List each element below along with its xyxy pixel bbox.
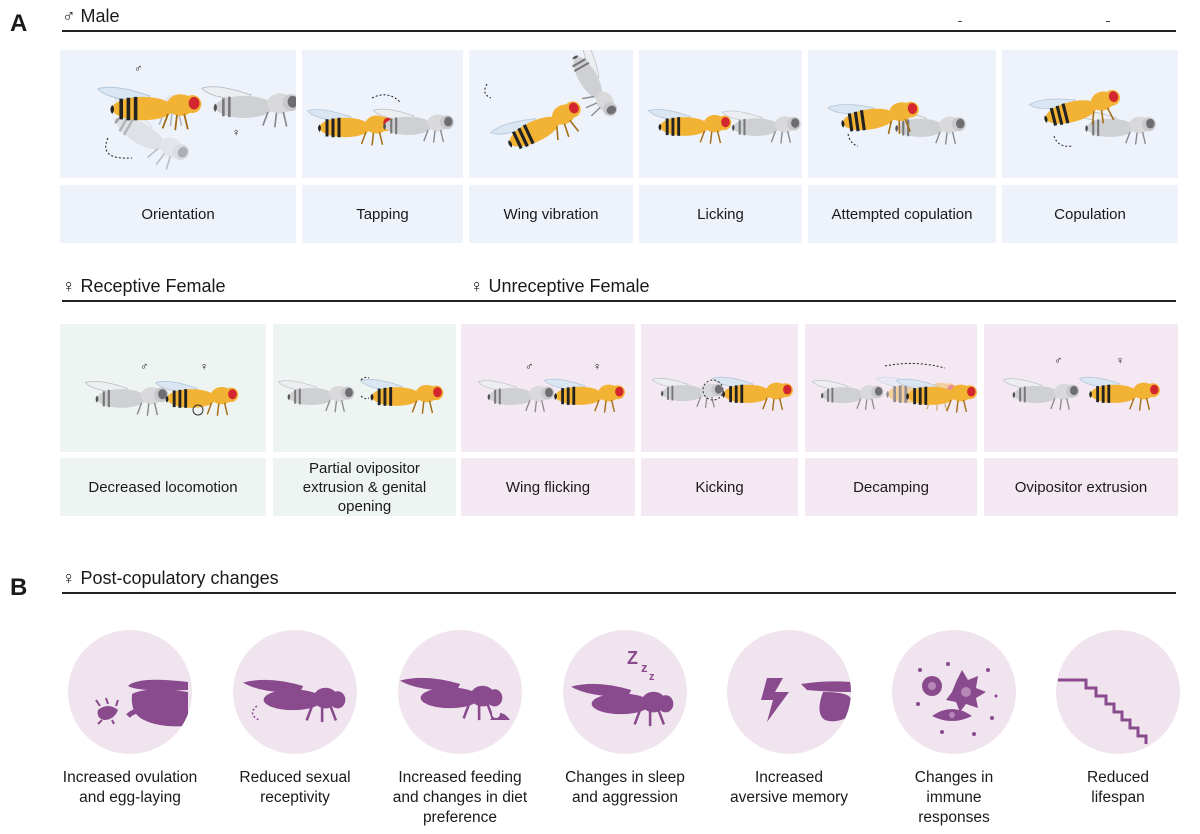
- receptive-female-heading: ♀ Receptive Female: [62, 276, 226, 296]
- svg-text:Z: Z: [627, 648, 638, 668]
- change-label-immune: Changes in immune responses: [914, 769, 994, 826]
- post-copulatory-heading-rule: [62, 592, 1176, 594]
- male-symbol: ♂: [525, 361, 533, 373]
- svg-text:z: z: [649, 671, 655, 683]
- female-symbol: ♀: [200, 361, 208, 373]
- change-label-ovulation: Increased ovulation and egg-laying: [62, 769, 198, 806]
- tapping-illustration: [302, 50, 463, 178]
- post-copulatory-heading: ♀ Post-copulatory changes: [62, 568, 279, 588]
- behavior-label-wing-flicking: Wing flicking: [461, 458, 635, 516]
- female-symbol: ♀: [593, 361, 601, 373]
- male-heading-rule: [62, 30, 1176, 32]
- feeding-fly-icon: [398, 630, 522, 754]
- behavior-label-licking: Licking: [639, 185, 802, 243]
- copulation-illustration: [1002, 50, 1178, 178]
- behavior-label-partial-ovipositor-extrusion: Partial ovipositor extrusion & genital o…: [273, 458, 456, 516]
- behavior-label-ovipositor-extrusion: Ovipositor extrusion: [984, 458, 1178, 516]
- female-symbol: ♀: [1116, 355, 1124, 367]
- sleeping-fly-icon: Z z z: [563, 630, 687, 754]
- behavior-label-wing-vibration: Wing vibration: [469, 185, 633, 243]
- kicking-illustration: [641, 324, 798, 452]
- decreased-locomotion-illustration: ♂ ♀: [60, 324, 266, 452]
- behavior-label-tapping: Tapping: [302, 185, 463, 243]
- change-label-memory: Increased aversive memory: [730, 769, 848, 806]
- partial-ovipositor-extrusion-illustration: [273, 324, 456, 452]
- tick-mark: [958, 21, 962, 22]
- ovipositor-extrusion-illustration: ♂ ♀: [984, 324, 1178, 452]
- survival-curve-icon: [1056, 630, 1180, 754]
- svg-text:z: z: [641, 660, 648, 675]
- orientation-illustration: ♂ ♀: [60, 50, 296, 178]
- behavior-label-orientation: Orientation: [60, 185, 296, 243]
- panel-a-letter: A: [10, 10, 28, 37]
- attempted-copulation-illustration: [808, 50, 996, 178]
- egg-laying-fly-icon: [68, 630, 192, 754]
- male-symbol: ♂: [140, 361, 148, 373]
- behavior-label-kicking: Kicking: [641, 458, 798, 516]
- female-symbol: ♀: [232, 127, 240, 139]
- behavior-label-decamping: Decamping: [805, 458, 977, 516]
- wing-vibration-illustration: [469, 50, 633, 178]
- behavior-label-copulation: Copulation: [1002, 185, 1178, 243]
- unreceptive-female-heading: ♀ Unreceptive Female: [470, 276, 650, 296]
- licking-illustration: [639, 50, 802, 178]
- shock-memory-icon: [727, 630, 851, 754]
- change-label-lifespan: Reduced lifespan: [1086, 769, 1150, 806]
- behavior-label-attempted-copulation: Attempted copulation: [808, 185, 996, 243]
- male-symbol: ♂: [134, 63, 142, 75]
- male-symbol: ♂: [1054, 355, 1062, 367]
- change-label-receptivity: Reduced sexual receptivity: [239, 769, 351, 806]
- female-heading-rule: [62, 300, 1176, 302]
- behavior-label-decreased-locomotion: Decreased locomotion: [60, 458, 266, 516]
- decamping-illustration: [805, 324, 977, 452]
- tick-mark: [1106, 21, 1110, 22]
- immune-cells-icon: [892, 630, 1016, 754]
- fly-ovipositor-icon: [233, 630, 357, 754]
- change-label-feeding: Increased feeding and changes in diet pr…: [392, 769, 528, 826]
- change-label-sleep: Changes in sleep and aggression: [565, 769, 685, 806]
- panel-b-letter: B: [10, 574, 28, 601]
- wing-flicking-illustration: ♂ ♀: [461, 324, 635, 452]
- male-heading: ♂ Male: [62, 6, 120, 26]
